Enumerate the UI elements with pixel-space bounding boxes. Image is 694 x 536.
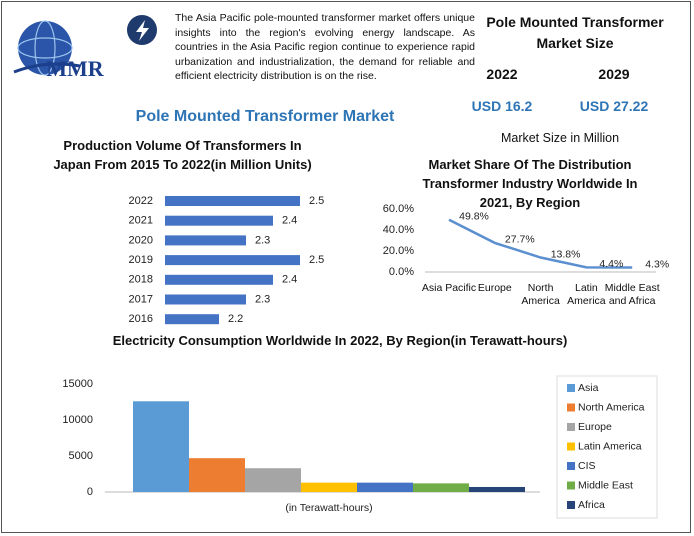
- bar: [469, 486, 525, 492]
- legend-swatch: [567, 462, 575, 470]
- x-tick-label: Asia Pacific: [421, 282, 477, 294]
- market-note: Market Size in Million: [500, 131, 620, 145]
- value-label: 2.5: [309, 195, 324, 207]
- y-tick-label: 20.0%: [383, 245, 414, 257]
- bar: [357, 482, 413, 492]
- logo-orbit: [17, 37, 73, 59]
- legend-swatch: [567, 481, 575, 490]
- chart-title: Electricity Consumption Worldwide In 202…: [112, 333, 568, 348]
- legend-label: Latin America: [578, 440, 642, 452]
- y-tick-label: 40.0%: [383, 224, 414, 236]
- market-value: USD 27.22: [579, 98, 649, 114]
- legend-label: North America: [578, 401, 645, 413]
- bar: [413, 483, 469, 492]
- x-tick-label: Middle East and Africa: [604, 282, 660, 307]
- value-label: 49.8%: [459, 210, 489, 222]
- icon-bolt: [136, 20, 149, 41]
- y-tick-label: 2020: [129, 234, 153, 246]
- bar: [165, 274, 273, 285]
- legend-swatch: [567, 442, 575, 451]
- legend-label: Africa: [578, 499, 605, 511]
- legend-label: Europe: [578, 421, 612, 433]
- bar: [165, 235, 246, 246]
- y-tick-label: 15000: [62, 378, 93, 390]
- legend-label: CIS: [578, 460, 596, 472]
- legend-label: Asia: [578, 382, 599, 394]
- y-tick-label: 2022: [129, 195, 153, 207]
- y-tick-label: 60.0%: [383, 203, 414, 215]
- description: The Asia Pacific pole-mounted transforme…: [175, 12, 475, 82]
- main-title: Pole Mounted Transformer Market: [135, 108, 395, 125]
- market-year: 2029: [598, 66, 630, 82]
- value-label: 2.5: [309, 254, 324, 266]
- y-tick-label: 5000: [69, 450, 93, 462]
- market-size-title: Pole Mounted Transformer Market Size: [486, 14, 664, 51]
- value-label: 4.4%: [599, 258, 623, 270]
- legend-swatch: [567, 384, 575, 392]
- x-tick-label: Europe: [477, 282, 512, 294]
- value-label: 2.3: [255, 293, 270, 305]
- bar: [245, 468, 301, 492]
- y-tick-label: 2019: [129, 254, 153, 266]
- logo-globe: [18, 21, 72, 75]
- logo-orbit: [34, 20, 56, 76]
- y-tick-label: 10000: [62, 414, 93, 426]
- market-year: 2022: [486, 66, 518, 82]
- y-tick-label: 0: [87, 486, 93, 498]
- y-tick-label: 0.0%: [389, 266, 414, 278]
- x-axis-label: (in Terawatt-hours): [285, 502, 372, 514]
- line: [448, 218, 633, 269]
- value-label: 2.2: [228, 313, 243, 325]
- bar: [189, 458, 245, 492]
- value-label: 27.7%: [505, 234, 535, 246]
- market-value: USD 16.2: [471, 98, 533, 114]
- legend-box: [556, 375, 658, 519]
- logo-swoosh: [13, 62, 81, 74]
- x-tick-label: North America: [521, 282, 560, 307]
- y-tick-label: 2018: [129, 274, 153, 286]
- y-tick-label: 2017: [129, 293, 153, 305]
- legend-swatch: [567, 501, 575, 509]
- value-label: 2.4: [282, 215, 297, 227]
- value-label: 13.8%: [551, 248, 581, 260]
- bar: [301, 482, 357, 492]
- legend-swatch: [567, 403, 575, 412]
- bar: [165, 196, 300, 206]
- bar: [165, 255, 300, 266]
- bar: [165, 294, 246, 305]
- legend-label: Middle East: [578, 479, 633, 491]
- value-label: 4.3%: [645, 258, 669, 270]
- bar: [165, 215, 273, 226]
- legend-swatch: [567, 423, 575, 431]
- value-label: 2.4: [282, 274, 297, 286]
- x-tick-label: Latin America: [567, 282, 606, 307]
- bar: [165, 314, 219, 325]
- value-label: 2.3: [255, 234, 270, 246]
- bar: [133, 401, 189, 492]
- y-tick-label: 2021: [129, 215, 153, 227]
- y-tick-label: 2016: [129, 313, 153, 325]
- chart-title: Market Share Of The Distribution Transfo…: [422, 157, 638, 210]
- logo-text: MMR: [46, 56, 105, 81]
- chart-title: Production Volume Of Transformers In Jap…: [53, 138, 312, 172]
